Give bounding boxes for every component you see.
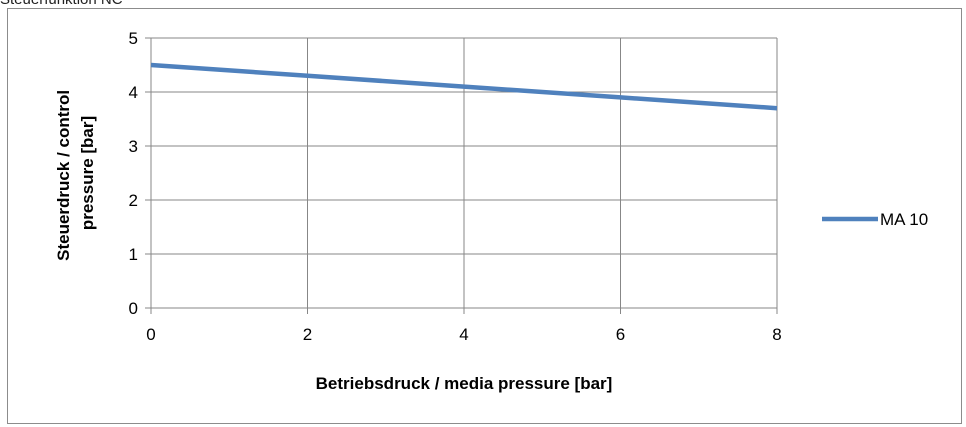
y-axis-title-line-1: Steuerdruck / control [54, 90, 73, 261]
y-tick-labels: 0 1 2 3 4 5 [129, 29, 138, 318]
legend: MA 10 [822, 210, 928, 229]
x-tick-label-6: 6 [616, 325, 625, 344]
x-tick-label-8: 8 [772, 325, 781, 344]
y-tick-label-2: 2 [129, 191, 138, 210]
x-axis-title: Betriebsdruck / media pressure [bar] [316, 374, 613, 393]
legend-label-0: MA 10 [880, 210, 928, 229]
series-line-0 [150, 62, 778, 111]
x-tick-labels: 0 2 4 6 8 [146, 325, 781, 344]
x-tick-label-2: 2 [303, 325, 312, 344]
y-axis-title-line-2: pressure [bar] [78, 116, 97, 230]
y-tick-label-1: 1 [129, 245, 138, 264]
y-axis-title: Steuerdruck / control pressure [bar] [54, 85, 97, 261]
axes [145, 37, 778, 314]
series-lines [150, 62, 778, 111]
grid [151, 37, 778, 308]
chart-caption: Steuerfunktion NC [0, 0, 123, 8]
x-tick-label-0: 0 [146, 325, 155, 344]
y-tick-label-0: 0 [129, 299, 138, 318]
y-tick-label-5: 5 [129, 29, 138, 48]
x-tick-label-4: 4 [459, 325, 468, 344]
y-tick-label-3: 3 [129, 137, 138, 156]
y-tick-label-4: 4 [129, 83, 138, 102]
chart-frame [7, 8, 962, 424]
